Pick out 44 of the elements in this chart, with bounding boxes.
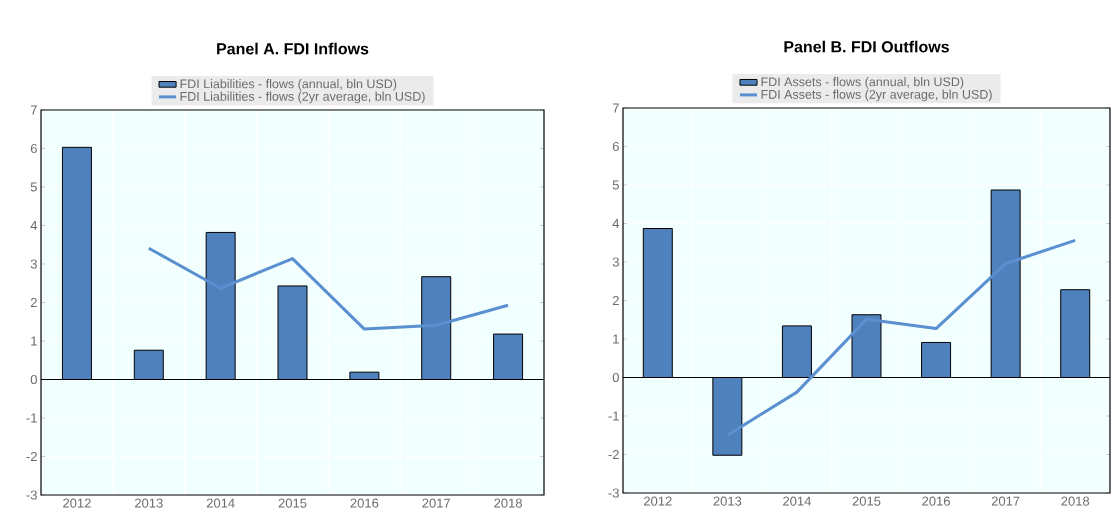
y-tick-label: 7: [612, 103, 619, 113]
x-tick-label: 2014: [783, 496, 811, 506]
x-tick-label: 2013: [713, 496, 742, 506]
y-tick-label: 1: [613, 334, 619, 344]
y-tick-label: 0: [612, 372, 619, 383]
x-tick-label: 2012: [643, 496, 672, 506]
chart-title: Panel A. FDI Inflows: [217, 42, 369, 55]
chart-title: Panel B. FDI Outflows: [784, 40, 949, 53]
y-tick-label: -2: [608, 449, 619, 460]
x-tick-label: 2018: [494, 498, 522, 508]
y-tick-label: 1: [31, 336, 37, 346]
x-tick-label: 2013: [135, 498, 163, 508]
y-tick-label: 3: [30, 259, 37, 269]
y-tick-label: -2: [26, 451, 37, 462]
y-tick-label: 6: [30, 143, 37, 154]
y-tick-label: -1: [608, 411, 619, 421]
y-tick-label: 4: [612, 219, 620, 228]
line-series: [725, 238, 1077, 437]
x-tick-label: 2012: [63, 498, 91, 508]
y-tick-label: 0: [30, 374, 37, 385]
y-tick-label: 5: [30, 182, 37, 192]
line-series: [147, 246, 510, 331]
y-tick-label: 4: [30, 221, 38, 230]
y-tick-label: 7: [30, 105, 37, 115]
y-tick-label: -3: [608, 488, 619, 498]
x-tick-label: 2016: [922, 496, 950, 506]
legend-label: FDI Liabilities - flows (annual, bln USD): [180, 79, 397, 91]
y-tick-label: 2: [612, 295, 619, 306]
y-tick-label: -1: [26, 413, 37, 423]
x-tick-label: 2016: [350, 498, 379, 508]
y-tick-label: 5: [612, 180, 619, 190]
y-tick-label: -3: [26, 490, 37, 500]
legend-label: FDI Assets - flows (2yr average, bln USD): [761, 89, 992, 102]
x-tick-label: 2017: [422, 498, 451, 508]
x-tick-label: 2014: [206, 498, 235, 508]
y-tick-label: 6: [612, 141, 619, 152]
y-tick-label: 2: [30, 297, 37, 308]
x-tick-label: 2015: [278, 498, 307, 508]
x-tick-label: 2018: [1061, 496, 1090, 506]
legend-label: FDI Liabilities - flows (2yr average, bln USD): [180, 91, 425, 104]
x-tick-label: 2015: [852, 496, 881, 506]
legend-label: FDI Assets - flows (annual, bln USD): [761, 77, 964, 89]
y-tick-label: 3: [612, 257, 619, 267]
x-tick-label: 2017: [991, 496, 1020, 506]
